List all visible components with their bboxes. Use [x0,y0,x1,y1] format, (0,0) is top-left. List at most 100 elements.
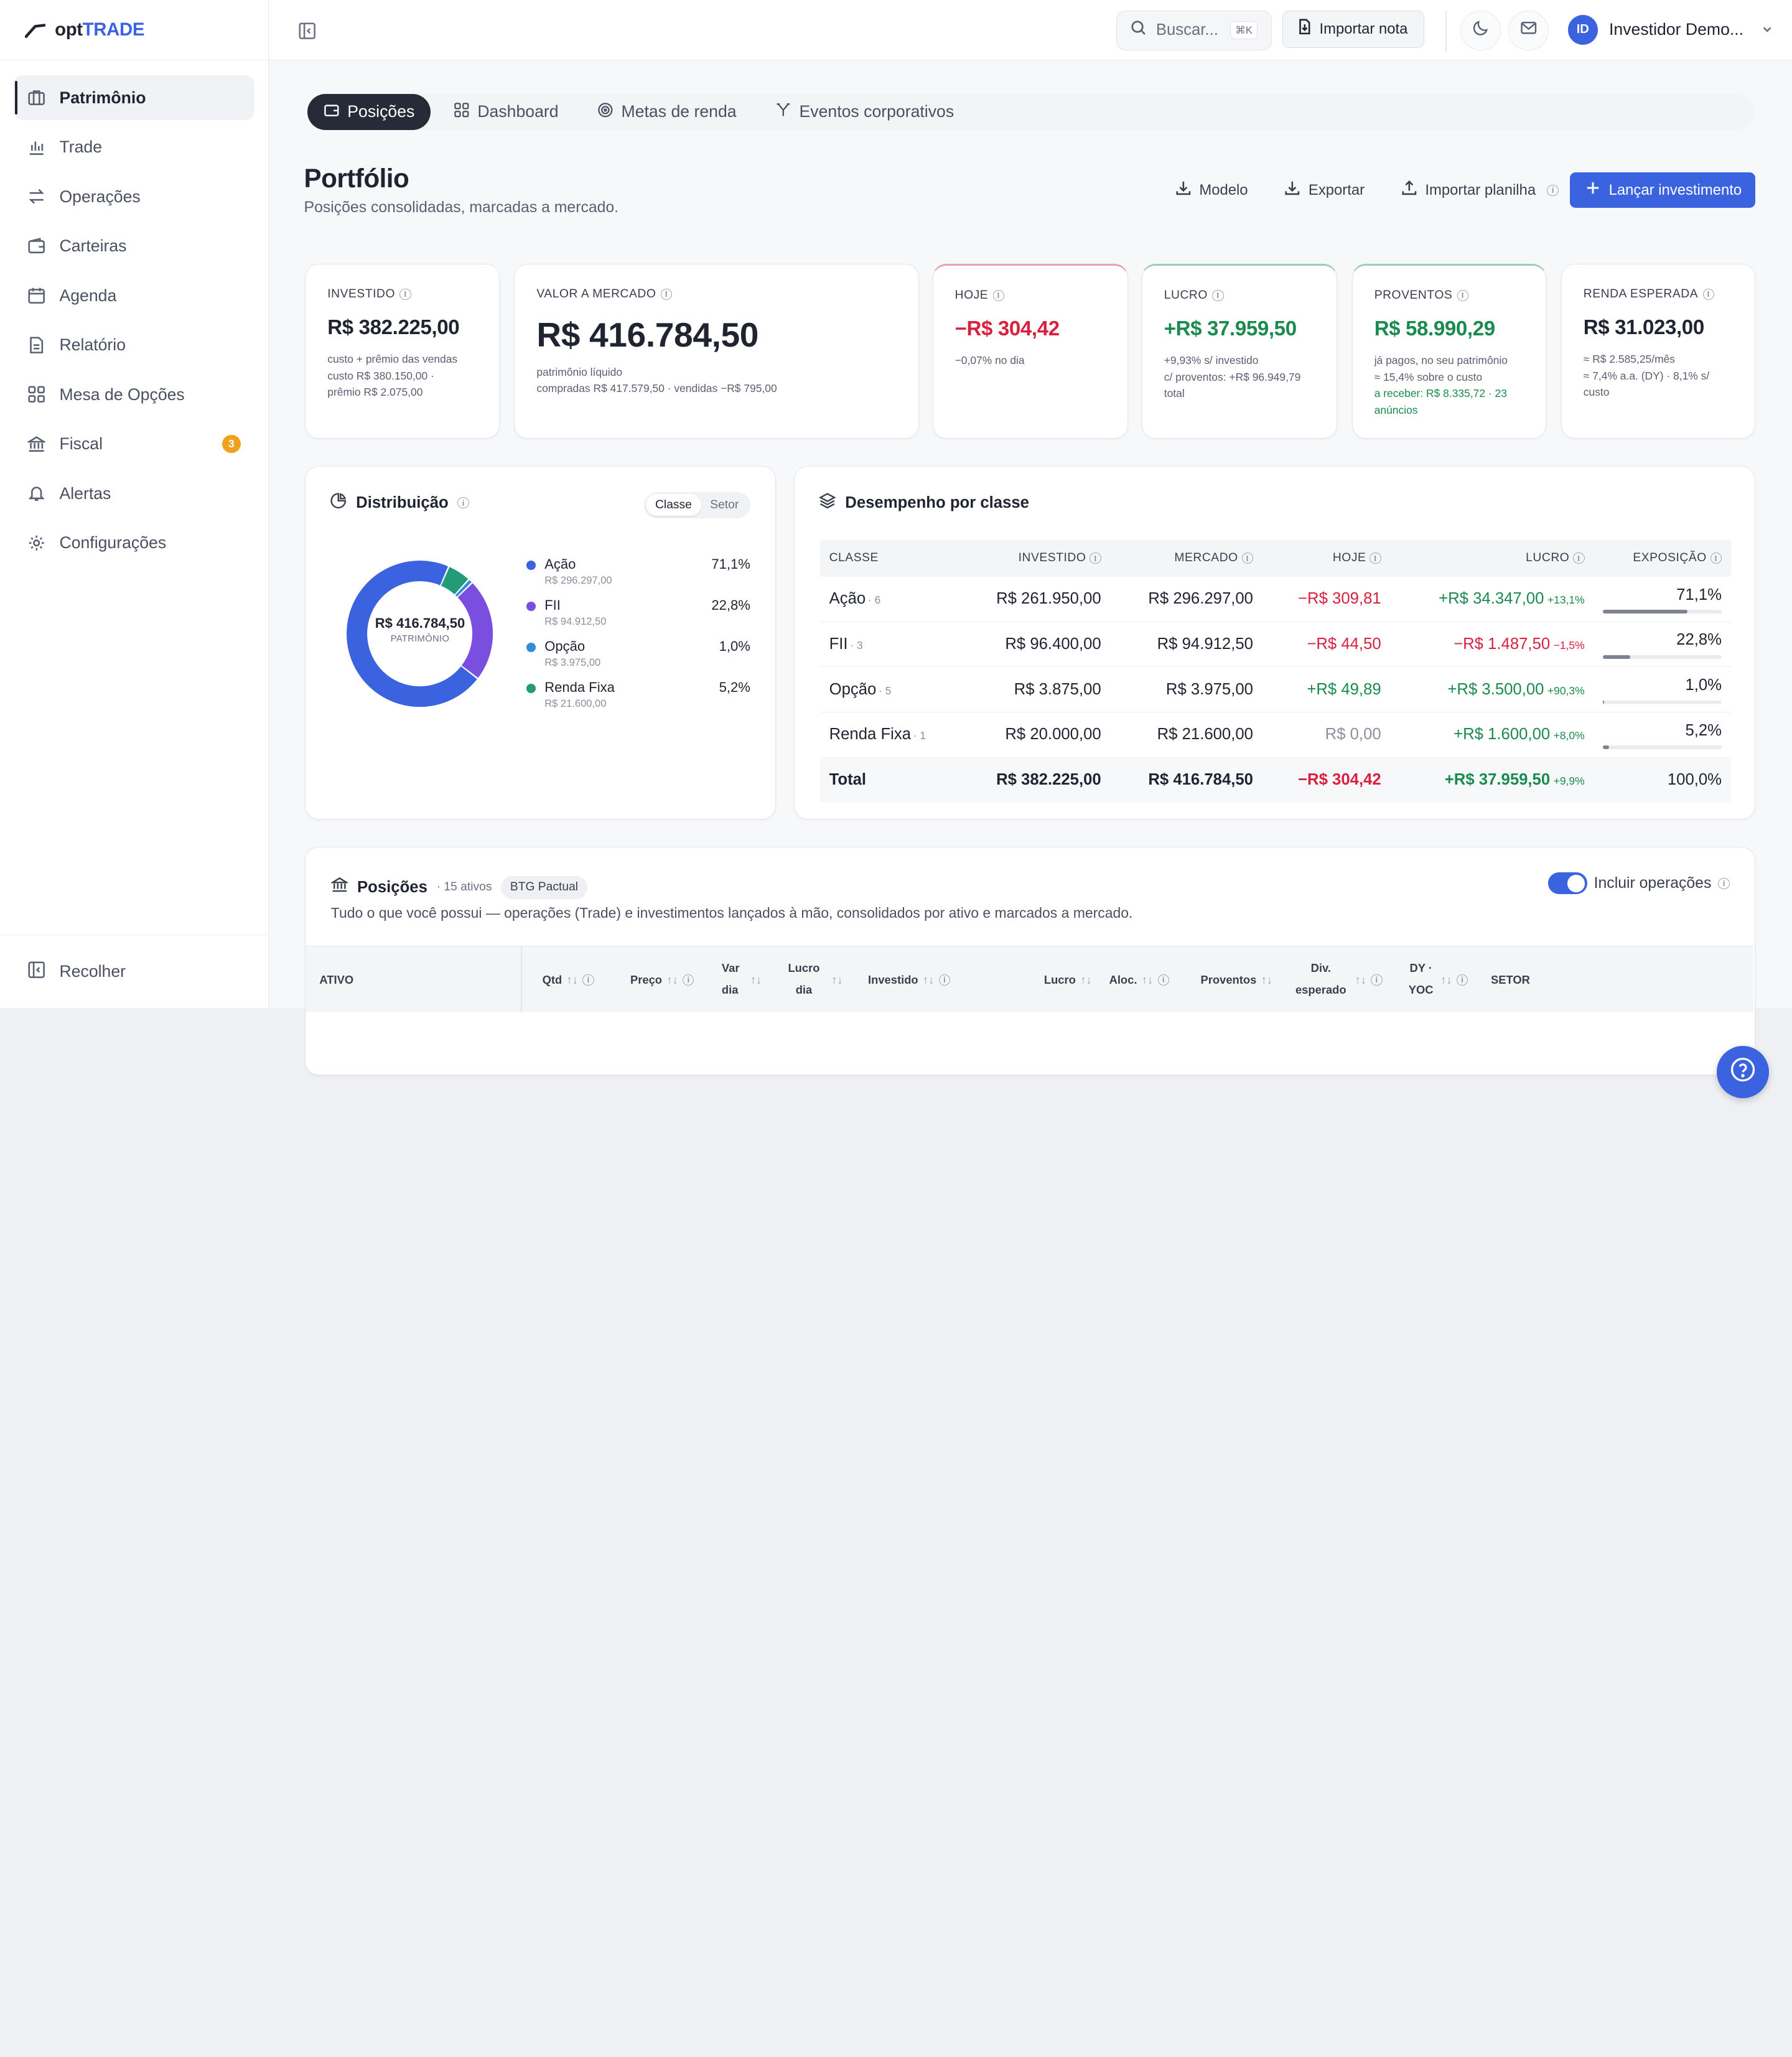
document-icon [27,336,45,354]
column-header[interactable]: Hoje i [1262,539,1391,577]
sidebar-item-operacoes[interactable]: Operações [14,174,254,219]
sidebar-item-agenda[interactable]: Agenda [14,273,254,318]
import-sheet-button[interactable]: Importar planilha [1401,180,1536,200]
info-icon[interactable]: i [1718,877,1730,890]
tab-metas-renda[interactable]: Metas de renda [581,94,752,131]
column-header-qtd[interactable]: Qtd ↑↓ i [543,969,594,991]
toggle-switch[interactable] [1548,872,1587,895]
legend-item-renda-fixa: Renda Fixa R$ 21.600,00 5,2% [526,679,750,721]
column-header-var-dia[interactable]: Var dia [721,961,740,997]
sidebar-item-label: Agenda [59,286,117,305]
column-header-aloc[interactable]: Aloc. ↑↓ i [1109,969,1169,991]
table-row[interactable]: Ação · 6 R$ 261.950,00 R$ 296.297,00 −R$ 309… [819,576,1731,622]
info-icon[interactable]: i [1370,553,1381,564]
sort-icon[interactable]: ↑↓ [1080,973,1092,986]
collapse-sidebar-button[interactable]: Recolher [0,935,268,1008]
tab-eventos-corporativos[interactable]: Eventos corporativos [759,94,970,131]
column-header[interactable]: Mercado i [1110,539,1262,577]
cell-total-market: R$ 416.784,50 [1110,757,1262,803]
info-icon[interactable]: i [992,289,1004,302]
info-icon[interactable]: i [1157,974,1169,986]
table-row[interactable]: Renda Fixa · 1 R$ 20.000,00 R$ 21.600,00 R$ … [819,712,1731,758]
column-header[interactable]: Classe [819,539,955,577]
info-icon[interactable]: i [938,974,951,986]
sidebar-item-relatorio[interactable]: Relatório [14,323,254,368]
column-header-preco[interactable]: Preço ↑↓ i [630,969,694,991]
column-header-investido[interactable]: Investido ↑↓ i [868,969,951,991]
kpi-label: Investido i [327,287,477,301]
donut-slice-opcao[interactable] [455,580,472,597]
tab-dashboard[interactable]: Dashboard [437,94,574,131]
model-button[interactable]: Modelo [1175,180,1248,200]
sidebar-item-fiscal[interactable]: Fiscal 3 [14,422,254,467]
brand-logo[interactable]: optTRADE [0,0,268,61]
info-icon[interactable]: i [1241,553,1253,564]
sidebar-item-configuracoes[interactable]: Configurações [14,521,254,566]
help-button[interactable] [1716,1045,1770,1099]
donut-slice-renda-fixa[interactable] [441,567,469,595]
sidebar-item-carteiras[interactable]: Carteiras [14,224,254,269]
segment-classe[interactable]: Classe [646,494,701,516]
sidebar-item-patrimonio[interactable]: Patrimônio [14,75,254,120]
info-icon[interactable]: i [457,497,469,509]
sidebar-nav: Patrimônio Trade Operações Carteiras Age… [0,60,268,565]
info-icon[interactable]: i [1090,553,1101,564]
sort-icon[interactable]: ↑↓ [750,973,762,986]
positions-header: Posições · 15 ativos BTG Pactual [330,875,587,899]
donut-slice-acao[interactable] [347,560,478,707]
column-header-setor[interactable]: SETOR [1491,973,1530,986]
info-icon[interactable]: i [683,974,694,986]
messages-button[interactable] [1508,10,1549,50]
sort-icon[interactable]: ↑↓ i [1440,969,1468,991]
mail-icon [1520,19,1538,42]
segment-setor[interactable]: Setor [710,498,739,511]
table-row[interactable]: Opção · 5 R$ 3.875,00 R$ 3.975,00 +R$ 49,89 +… [819,666,1731,712]
info-icon[interactable]: i [1457,289,1468,302]
sidebar-item-alertas[interactable]: Alertas [14,471,254,516]
column-header-proventos[interactable]: Proventos ↑↓ [1201,969,1272,991]
sort-icon[interactable]: ↑↓ [566,973,578,986]
top-bar: Buscar... ⌘K Importar nota ID Investidor… [268,0,1792,61]
column-header[interactable]: Investido i [954,539,1111,577]
sort-icon[interactable]: ↑↓ i [1355,969,1383,991]
column-header-lucro-dia[interactable]: Lucro dia [788,961,820,997]
broker-chip[interactable]: BTG Pactual [501,875,587,899]
info-icon[interactable]: i [1212,289,1224,302]
info-icon[interactable]: i [1547,184,1559,196]
theme-toggle-button[interactable] [1460,10,1501,50]
info-icon[interactable]: i [399,288,411,301]
sort-icon[interactable]: ↑↓ [1141,973,1154,986]
column-header[interactable]: Exposição i [1594,539,1731,577]
page-title: Portfólio [304,163,409,193]
launch-investment-button[interactable]: Lançar investimento [1570,172,1756,208]
info-icon[interactable]: i [582,974,594,986]
info-icon[interactable]: i [660,288,673,301]
info-icon[interactable]: i [1456,974,1468,986]
target-icon [597,102,614,123]
column-header-ativo[interactable]: ATIVO [319,973,354,986]
column-header[interactable]: Lucro i [1390,539,1594,577]
user-menu[interactable]: ID Investidor Demo... [1567,14,1773,45]
search-input[interactable]: Buscar... ⌘K [1116,10,1272,50]
column-header-lucro[interactable]: Lucro ↑↓ [1044,969,1092,991]
table-row[interactable]: FII · 3 R$ 96.400,00 R$ 94.912,50 −R$ 44,50−… [819,622,1731,668]
column-header-div-esperado[interactable]: Div. esperado [1295,961,1346,997]
donut-slice-fii[interactable] [458,583,493,678]
sort-icon[interactable]: ↑↓ [922,973,935,986]
info-icon[interactable]: i [1371,974,1383,986]
export-button[interactable]: Exportar [1284,180,1365,200]
tab-posicoes[interactable]: Posições [307,93,431,131]
info-icon[interactable]: i [1702,288,1714,301]
import-note-button[interactable]: Importar nota [1282,10,1424,49]
info-icon[interactable]: i [1710,553,1722,564]
include-operations-toggle[interactable]: Incluir operações i [1548,872,1730,895]
sidebar-item-mesa-opcoes[interactable]: Mesa de Opções [14,372,254,417]
sidebar-item-trade[interactable]: Trade [14,125,254,170]
layers-icon [819,492,836,514]
sort-icon[interactable]: ↑↓ [666,973,678,986]
info-icon[interactable]: i [1573,553,1585,564]
sort-icon[interactable]: ↑↓ [831,973,843,986]
sidebar-toggle-icon[interactable] [298,22,316,40]
sort-icon[interactable]: ↑↓ [1261,973,1272,986]
column-header-dy-yoc[interactable]: DY · YOC [1408,961,1434,997]
